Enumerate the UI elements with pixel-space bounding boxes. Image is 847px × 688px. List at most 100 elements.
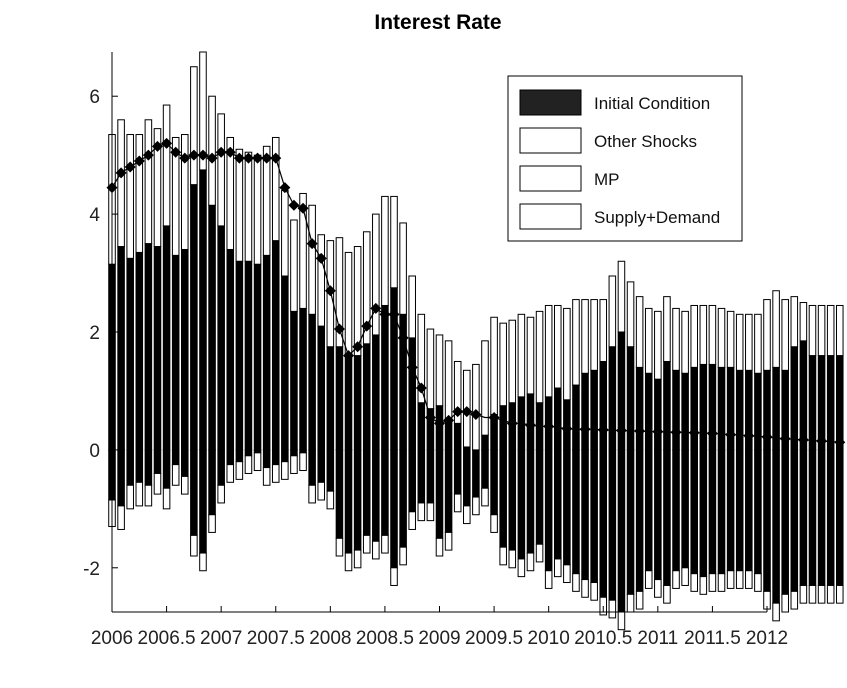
- bar-initial-condition-pos-55: [608, 346, 617, 451]
- bar-other-shocks-pos-25: [335, 237, 344, 348]
- bar-other-shocks-pos-69: [735, 313, 744, 371]
- bar-other-shocks-pos-28: [362, 231, 371, 345]
- bar-other-shocks-neg-12: [217, 484, 225, 504]
- bar-other-shocks-pos-19: [281, 190, 289, 277]
- bar-initial-condition-neg-74: [781, 449, 789, 595]
- bar-initial-condition-neg-46: [526, 449, 535, 554]
- bar-initial-condition-neg-38: [453, 449, 462, 495]
- bar-initial-condition-pos-15: [244, 260, 253, 451]
- actual-point-30: [379, 308, 391, 320]
- bar-initial-condition-neg-50: [563, 449, 571, 566]
- bar-initial-condition-pos-10: [199, 169, 207, 451]
- bar-other-shocks-neg-80: [836, 584, 844, 604]
- bar-initial-condition-pos-52: [581, 372, 589, 451]
- actual-point-13: [224, 146, 236, 158]
- bar-initial-condition-neg-22: [308, 449, 316, 486]
- bar-other-shocks-neg-47: [535, 543, 544, 563]
- actual-point-11: [206, 152, 218, 164]
- bar-initial-condition-pos-69: [735, 369, 744, 451]
- bar-other-shocks-neg-69: [735, 570, 744, 589]
- actual-point-4: [142, 149, 154, 161]
- bar-initial-condition-neg-75: [790, 449, 799, 592]
- bar-initial-condition-pos-62: [672, 369, 680, 451]
- bar-other-shocks-pos-23: [317, 234, 326, 327]
- bar-initial-condition-neg-7: [171, 449, 180, 466]
- bar-other-shocks-neg-60: [654, 579, 662, 598]
- bar-initial-condition-neg-41: [481, 449, 489, 489]
- bar-initial-condition-neg-73: [772, 449, 780, 604]
- bar-other-shocks-pos-61: [663, 296, 671, 362]
- bar-other-shocks-pos-60: [654, 310, 662, 380]
- bar-initial-condition-pos-14: [235, 260, 244, 451]
- bar-initial-condition-neg-57: [626, 449, 635, 595]
- legend-label: Initial Condition: [594, 94, 710, 113]
- bar-initial-condition-neg-37: [444, 449, 453, 533]
- legend-label: Other Shocks: [594, 132, 697, 151]
- bar-initial-condition-neg-60: [654, 449, 662, 581]
- bar-initial-condition-pos-28: [362, 343, 371, 451]
- bar-initial-condition-pos-26: [344, 355, 353, 451]
- bar-other-shocks-neg-41: [481, 487, 489, 507]
- bar-other-shocks-neg-13: [226, 464, 235, 483]
- bar-other-shocks-pos-57: [626, 281, 635, 348]
- bar-initial-condition-pos-21: [299, 307, 307, 451]
- bar-initial-condition-pos-51: [572, 384, 580, 451]
- actual-point-66: [706, 427, 718, 439]
- bar-other-shocks-neg-33: [408, 511, 416, 530]
- bar-other-shocks-neg-27: [353, 549, 362, 569]
- bar-other-shocks-neg-32: [399, 546, 407, 566]
- bar-other-shocks-pos-62: [672, 307, 680, 371]
- actual-point-68: [725, 429, 737, 441]
- bar-initial-condition-pos-54: [599, 360, 608, 451]
- x-tick-label: 2010: [528, 628, 570, 649]
- bar-initial-condition-pos-76: [799, 340, 808, 451]
- bar-other-shocks-pos-43: [499, 322, 507, 407]
- bar-initial-condition-neg-12: [217, 449, 225, 486]
- bar-initial-condition-neg-42: [490, 449, 498, 516]
- bar-other-shocks-pos-32: [399, 222, 407, 315]
- bar-other-shocks-neg-79: [826, 584, 835, 604]
- bar-initial-condition-neg-36: [435, 449, 444, 539]
- bar-other-shocks-neg-71: [754, 573, 762, 592]
- bar-other-shocks-pos-35: [426, 328, 435, 410]
- bar-initial-condition-pos-13: [226, 248, 235, 451]
- bar-other-shocks-pos-79: [826, 304, 835, 357]
- bar-other-shocks-pos-71: [754, 313, 762, 374]
- bar-other-shocks-pos-8: [181, 134, 189, 250]
- bar-initial-condition-neg-10: [199, 449, 207, 554]
- bar-other-shocks-neg-74: [781, 593, 789, 613]
- bar-other-shocks-pos-77: [808, 304, 817, 357]
- bar-other-shocks-neg-18: [271, 464, 280, 483]
- bar-initial-condition-pos-23: [317, 325, 326, 451]
- bar-other-shocks-neg-64: [690, 573, 699, 592]
- bar-other-shocks-neg-23: [317, 481, 326, 501]
- bar-other-shocks-pos-49: [553, 304, 562, 389]
- bar-initial-condition-pos-43: [499, 405, 507, 451]
- bar-initial-condition-neg-25: [335, 449, 344, 539]
- actual-point-54: [597, 424, 609, 436]
- bar-other-shocks-neg-68: [726, 570, 735, 589]
- bar-other-shocks-pos-7: [171, 136, 180, 256]
- bar-initial-condition-pos-61: [663, 360, 671, 451]
- bar-other-shocks-neg-29: [372, 540, 380, 560]
- bar-initial-condition-neg-14: [235, 449, 244, 463]
- bar-other-shocks-pos-70: [745, 313, 753, 371]
- bar-initial-condition-pos-7: [171, 254, 180, 451]
- bar-initial-condition-pos-8: [181, 248, 189, 451]
- bar-initial-condition-pos-67: [717, 366, 726, 451]
- bar-initial-condition-neg-68: [726, 449, 735, 572]
- bar-initial-condition-neg-8: [181, 449, 189, 477]
- bar-other-shocks-pos-56: [617, 260, 626, 333]
- bar-initial-condition-neg-33: [408, 449, 416, 513]
- bar-other-shocks-pos-38: [453, 360, 462, 424]
- bar-initial-condition-neg-15: [244, 449, 253, 457]
- bar-initial-condition-neg-67: [717, 449, 726, 575]
- bar-other-shocks-neg-34: [417, 502, 426, 522]
- bar-other-shocks-pos-17: [262, 145, 271, 256]
- actual-point-21: [297, 202, 309, 214]
- actual-point-7: [170, 146, 182, 158]
- bar-other-shocks-neg-73: [772, 602, 780, 622]
- bar-initial-condition-neg-66: [708, 449, 717, 575]
- actual-point-60: [652, 426, 664, 438]
- bar-initial-condition-pos-5: [153, 246, 162, 451]
